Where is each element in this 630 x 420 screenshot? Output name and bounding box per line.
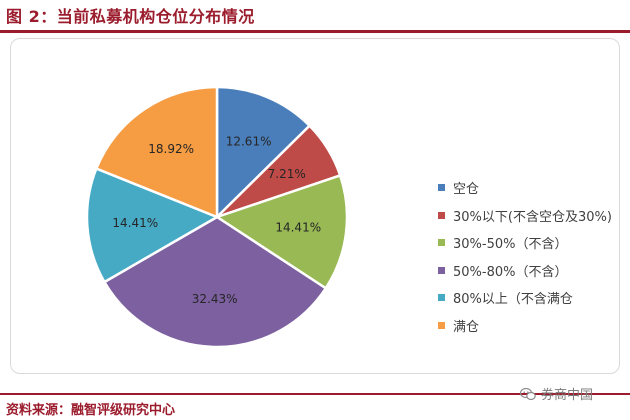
- slice-data-label-4: 32.43%: [192, 292, 238, 306]
- source-divider: [0, 393, 630, 395]
- chart-frame: 12.61% 7.21% 14.41% 32.43% 14.41% 18.92% 空仓 30…: [10, 38, 620, 374]
- legend-swatch: [438, 239, 445, 247]
- legend-item-2: 30%以下(不含空仓及30%): [438, 202, 612, 230]
- legend-item-5: 80%以上（不含满仓: [438, 284, 612, 312]
- pie-chart: 12.61% 7.21% 14.41% 32.43% 14.41% 18.92%: [85, 85, 349, 349]
- slice-data-label-1: 12.61%: [226, 134, 272, 148]
- legend-label: 50%-80%（不含）: [453, 264, 568, 280]
- legend-swatch: [438, 294, 445, 302]
- pie-slice-3: [214, 173, 349, 290]
- slice-data-label-3: 14.41%: [275, 220, 321, 234]
- chart-legend: 空仓 30%以下(不含空仓及30%) 30%-50%（不含） 50%-80%（不含） 8…: [438, 174, 612, 339]
- slice-data-label-5: 14.41%: [112, 216, 158, 230]
- pie-slice-5: [85, 166, 220, 284]
- slice-data-label-2: 7.21%: [268, 167, 306, 181]
- watermark: 券商中国: [520, 384, 593, 403]
- legend-swatch: [438, 211, 445, 219]
- title-divider: [0, 30, 630, 33]
- legend-label: 30%以下(不含空仓及30%): [453, 209, 612, 225]
- legend-swatch: [438, 321, 445, 329]
- figure-title: 图 2：当前私募机构仓位分布情况: [6, 7, 255, 26]
- legend-label: 满仓: [453, 319, 480, 335]
- legend-swatch: [438, 266, 445, 274]
- watermark-text: 券商中国: [541, 388, 594, 403]
- source-note: 资料来源：融智评级研究中心: [6, 403, 176, 418]
- legend-swatch: [438, 184, 445, 192]
- legend-item-6: 满仓: [438, 312, 612, 340]
- slice-data-label-6: 18.92%: [148, 142, 194, 156]
- legend-label: 30%-50%（不含）: [453, 237, 568, 253]
- pie-slice-1: [215, 85, 312, 220]
- pie-slice-4: [102, 215, 328, 349]
- wechat-icon: [520, 387, 536, 400]
- pie-slice-6: [94, 85, 219, 219]
- legend-item-3: 30%-50%（不含）: [438, 229, 612, 257]
- legend-label: 80%以上（不含满仓: [453, 292, 573, 308]
- legend-item-1: 空仓: [438, 174, 612, 202]
- legend-label: 空仓: [453, 182, 480, 198]
- legend-item-4: 50%-80%（不含）: [438, 257, 612, 285]
